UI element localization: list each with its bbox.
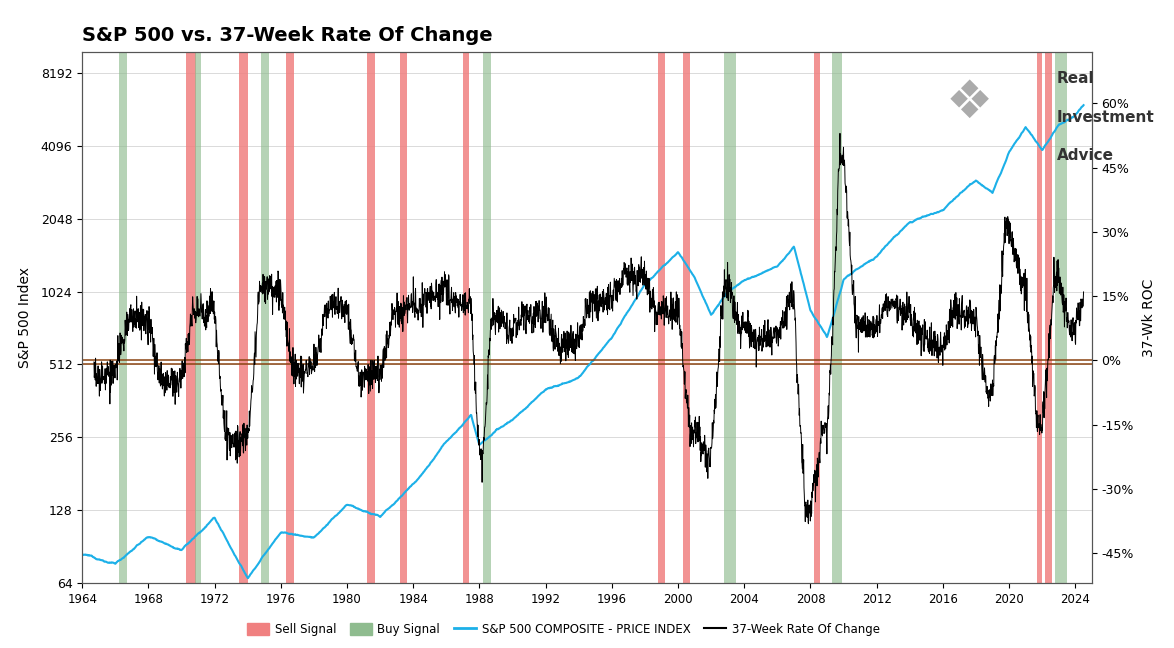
- Bar: [119, 52, 127, 583]
- Bar: [195, 52, 202, 583]
- Bar: [724, 52, 736, 583]
- Bar: [683, 52, 689, 583]
- Text: Real: Real: [1057, 71, 1094, 86]
- Bar: [659, 52, 664, 583]
- Text: Advice: Advice: [1057, 148, 1114, 163]
- Text: S&P 500 vs. 37-Week Rate Of Change: S&P 500 vs. 37-Week Rate Of Change: [82, 26, 493, 45]
- Bar: [400, 52, 406, 583]
- Bar: [239, 52, 248, 583]
- Text: Investment: Investment: [1057, 110, 1154, 125]
- Bar: [1055, 52, 1067, 583]
- Bar: [832, 52, 842, 583]
- Bar: [483, 52, 491, 583]
- Y-axis label: 37-Wk ROC: 37-Wk ROC: [1142, 279, 1156, 356]
- Bar: [1037, 52, 1043, 583]
- Bar: [187, 52, 196, 583]
- Bar: [261, 52, 269, 583]
- Bar: [1046, 52, 1052, 583]
- Y-axis label: S&P 500 Index: S&P 500 Index: [19, 267, 33, 368]
- Bar: [366, 52, 376, 583]
- Bar: [285, 52, 294, 583]
- Text: ❖: ❖: [946, 77, 993, 129]
- Bar: [463, 52, 470, 583]
- Bar: [814, 52, 821, 583]
- Legend: Sell Signal, Buy Signal, S&P 500 COMPOSITE - PRICE INDEX, 37-Week Rate Of Change: Sell Signal, Buy Signal, S&P 500 COMPOSI…: [243, 618, 884, 641]
